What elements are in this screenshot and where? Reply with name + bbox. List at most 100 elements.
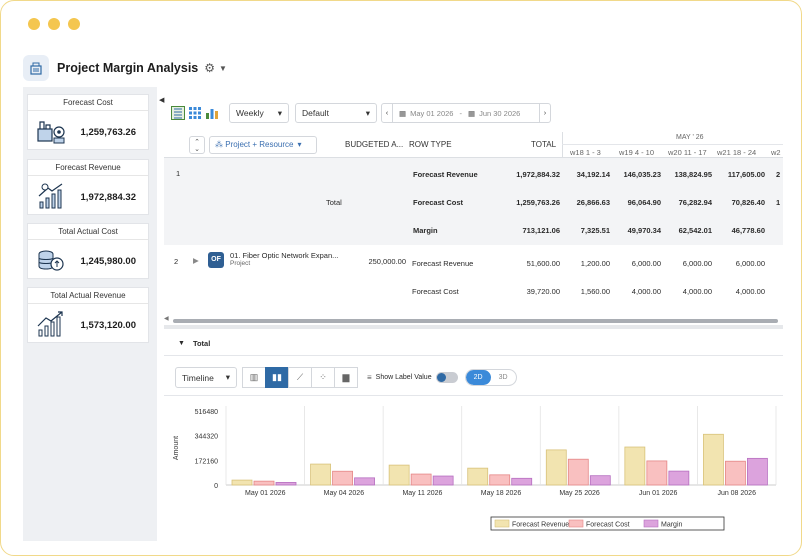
week-value: 46,778.60 bbox=[731, 226, 765, 235]
scatter-chart-button[interactable]: ⁘ bbox=[311, 367, 335, 388]
data-grid: ⌃ ⌄ ⁂ Project + Resource ▾ BUDGETED A... R… bbox=[164, 132, 783, 322]
bar-margin bbox=[354, 477, 375, 486]
prev-period-button[interactable]: ‹ bbox=[382, 104, 393, 122]
x-tick-label: May 01 2026 bbox=[245, 490, 286, 497]
scroll-thumb[interactable] bbox=[173, 319, 778, 323]
y-tick-label: 172160 bbox=[195, 458, 218, 465]
card-value: 1,259,763.26 bbox=[80, 127, 136, 138]
chart-legend bbox=[490, 516, 725, 531]
row-total: 51,600.00 bbox=[526, 259, 560, 268]
group-by-select[interactable]: ⁂ Project + Resource ▾ bbox=[209, 136, 317, 154]
week-header: w2 bbox=[771, 148, 781, 157]
legend-swatch bbox=[643, 519, 659, 528]
col-total[interactable]: TOTAL bbox=[531, 140, 557, 149]
row-total: 713,121.06 bbox=[522, 226, 560, 235]
period-value: Weekly bbox=[236, 108, 264, 118]
summary-card-forecast-revenue: Forecast Revenue 1,972,884.32 bbox=[27, 159, 149, 215]
next-period-button[interactable]: › bbox=[539, 104, 550, 122]
row-index: 2 bbox=[174, 257, 179, 266]
gear-icon[interactable]: ⚙ bbox=[204, 61, 216, 75]
bar-forecast-revenue bbox=[624, 446, 646, 486]
bar-forecast-revenue bbox=[467, 467, 489, 486]
group-by-value: Project + Resource bbox=[225, 140, 294, 149]
date-from[interactable]: May 01 2026 bbox=[410, 108, 454, 118]
week-header: w18 1 - 3 bbox=[570, 148, 601, 157]
bar-forecast-cost bbox=[410, 473, 432, 486]
bar-margin bbox=[747, 457, 768, 486]
legend-label: Margin bbox=[661, 522, 683, 529]
summary-card-total-actual-revenue: Total Actual Revenue 1,573,120.00 bbox=[27, 287, 149, 343]
row-type: Forecast Cost bbox=[412, 287, 459, 296]
group-icon: ⁂ bbox=[215, 140, 226, 149]
grouped-bar-chart-button[interactable]: ▮▮ bbox=[265, 367, 289, 388]
chevron-right-icon[interactable]: ▶ bbox=[193, 256, 199, 265]
period-select[interactable]: Weekly ▾ bbox=[229, 103, 289, 123]
dim-3d-button[interactable]: 3D bbox=[498, 374, 508, 381]
legend-swatch bbox=[568, 519, 584, 528]
bar-forecast-cost bbox=[725, 460, 746, 486]
bar-forecast-cost bbox=[646, 460, 668, 486]
x-tick-label: Jun 01 2026 bbox=[639, 490, 678, 497]
week-value: 146,035.23 bbox=[623, 170, 661, 179]
grid-view-icon[interactable] bbox=[188, 106, 202, 120]
week-value: 76,282.94 bbox=[678, 198, 712, 207]
dim-2d-button[interactable]: 2D bbox=[465, 370, 491, 385]
chevron-down-icon: ▾ bbox=[277, 107, 282, 118]
panel-splitter[interactable] bbox=[164, 325, 783, 329]
chart-mode-select[interactable]: Timeline ▾ bbox=[175, 367, 237, 388]
bar-margin bbox=[275, 482, 297, 486]
col-row-type[interactable]: ROW TYPE bbox=[409, 140, 452, 149]
bar-forecast-cost bbox=[332, 470, 353, 486]
chart-total-row[interactable]: ▼ Total bbox=[164, 331, 783, 356]
chart-panel: ▼ Total Timeline ▾ ▥ ▮▮ ⟋ ⁘ ▆ ≡ Show Lab… bbox=[164, 331, 783, 539]
window-dot-icon bbox=[48, 18, 60, 30]
calendar-icon[interactable]: ▦ bbox=[399, 108, 407, 118]
scroll-left-icon[interactable]: ◀ bbox=[164, 316, 169, 322]
week-value: 70,826.40 bbox=[731, 198, 765, 207]
week-value: 117,605.00 bbox=[727, 170, 765, 179]
calendar-icon[interactable]: ▦ bbox=[467, 108, 476, 118]
date-to[interactable]: Jun 30 2026 bbox=[479, 108, 521, 118]
caret-down-icon[interactable]: ▼ bbox=[178, 339, 185, 347]
toolbar: Weekly ▾ Default ▾ ‹ ▦ May 01 2026 - ▦ J… bbox=[171, 102, 551, 124]
chevron-down-icon[interactable]: ▼ bbox=[219, 63, 227, 73]
line-chart-button[interactable]: ⟋ bbox=[288, 367, 312, 388]
coins-cost-icon bbox=[38, 250, 64, 271]
stacked-bar-chart-button[interactable]: ▥ bbox=[242, 367, 266, 388]
page-header: Project Margin Analysis ⚙ ▼ bbox=[23, 55, 227, 81]
row-index: 1 bbox=[176, 169, 181, 178]
week-header: w21 18 - 24 bbox=[717, 148, 757, 157]
label-icon: ≡ bbox=[367, 373, 372, 382]
show-label-value-toggle[interactable] bbox=[435, 372, 458, 383]
view-select[interactable]: Default ▾ bbox=[295, 103, 377, 123]
week-value: 6,000.00 bbox=[631, 259, 661, 268]
table-view-icon[interactable] bbox=[171, 106, 185, 120]
collapse-panel-icon[interactable]: ◀ bbox=[159, 97, 165, 104]
summary-card-forecast-cost: Forecast Cost 1,259,763.26 bbox=[27, 94, 149, 150]
col-budgeted[interactable]: BUDGETED A... bbox=[345, 140, 404, 149]
grid-header: ⌃ ⌄ ⁂ Project + Resource ▾ BUDGETED A... R… bbox=[164, 132, 783, 158]
week-value: 4,000.00 bbox=[682, 287, 712, 296]
total-label: Total bbox=[326, 198, 342, 207]
chart-controls: Timeline ▾ ▥ ▮▮ ⟋ ⁘ ▆ ≡ Show Label Value… bbox=[175, 367, 517, 388]
week-value: 6,000.00 bbox=[735, 259, 765, 268]
dimension-toggle[interactable]: 2D 3D bbox=[464, 369, 517, 386]
budgeted-value: 250,000.00 bbox=[368, 257, 406, 266]
area-chart-button[interactable]: ▆ bbox=[334, 367, 358, 388]
chart-view-icon[interactable] bbox=[205, 106, 219, 120]
project-name[interactable]: 01. Fiber Optic Network Expan... bbox=[230, 251, 339, 260]
card-label: Total Actual Cost bbox=[28, 224, 148, 240]
row-total: 39,720.00 bbox=[526, 287, 560, 296]
x-tick-label: May 18 2026 bbox=[481, 490, 522, 497]
revenue-growth-icon bbox=[38, 183, 63, 209]
horizontal-scrollbar[interactable]: ◀ bbox=[164, 316, 783, 324]
chart-total-label: Total bbox=[192, 338, 211, 348]
week-value: 6,000.00 bbox=[682, 259, 712, 268]
bar-margin bbox=[511, 477, 533, 486]
row-type: Margin bbox=[413, 226, 438, 235]
expand-all-button[interactable]: ⌃ ⌄ bbox=[189, 136, 205, 154]
chevron-down-icon: ▾ bbox=[297, 140, 302, 149]
bar-forecast-revenue bbox=[703, 433, 724, 486]
week-value: 62,542.01 bbox=[678, 226, 712, 235]
